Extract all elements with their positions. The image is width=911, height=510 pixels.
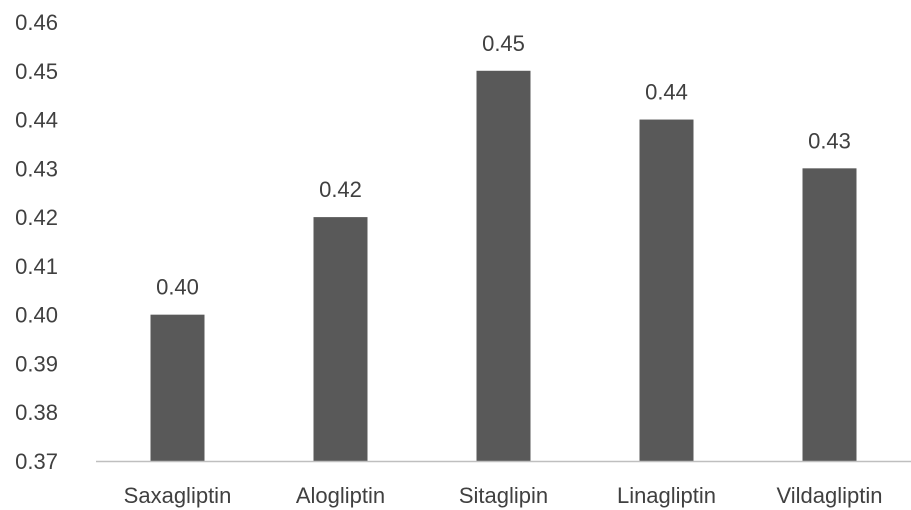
- bar: [476, 70, 531, 462]
- category-label: Linagliptin: [617, 483, 716, 508]
- data-label: 0.44: [645, 80, 688, 105]
- y-axis-ticks: 0.37 0.38 0.39 0.40 0.41 0.42 0.43 0.44 0.45 0.46: [15, 10, 58, 474]
- y-tick-label: 0.44: [15, 108, 58, 133]
- bar: [802, 168, 857, 462]
- y-tick-label: 0.39: [15, 351, 58, 376]
- category-labels: Saxagliptin Alogliptin Sitaglipin Linaglipt…: [124, 483, 883, 508]
- data-label: 0.42: [319, 177, 362, 202]
- data-label: 0.43: [808, 128, 851, 153]
- y-tick-label: 0.43: [15, 156, 58, 181]
- y-tick-label: 0.45: [15, 59, 58, 84]
- category-label: Alogliptin: [296, 483, 385, 508]
- bars: [150, 70, 857, 462]
- bar: [313, 217, 368, 461]
- category-label: Sitaglipin: [459, 483, 548, 508]
- y-tick-label: 0.42: [15, 205, 58, 230]
- y-tick-label: 0.37: [15, 449, 58, 474]
- y-tick-label: 0.41: [15, 254, 58, 279]
- y-tick-label: 0.46: [15, 10, 58, 35]
- category-label: Vildagliptin: [776, 483, 882, 508]
- y-tick-label: 0.40: [15, 303, 58, 328]
- category-label: Saxagliptin: [124, 483, 232, 508]
- data-label: 0.45: [482, 31, 525, 56]
- y-tick-label: 0.38: [15, 400, 58, 425]
- data-labels: 0.40 0.42 0.45 0.44 0.43: [156, 31, 851, 300]
- bar: [639, 119, 694, 462]
- bar: [150, 314, 205, 461]
- data-label: 0.40: [156, 275, 199, 300]
